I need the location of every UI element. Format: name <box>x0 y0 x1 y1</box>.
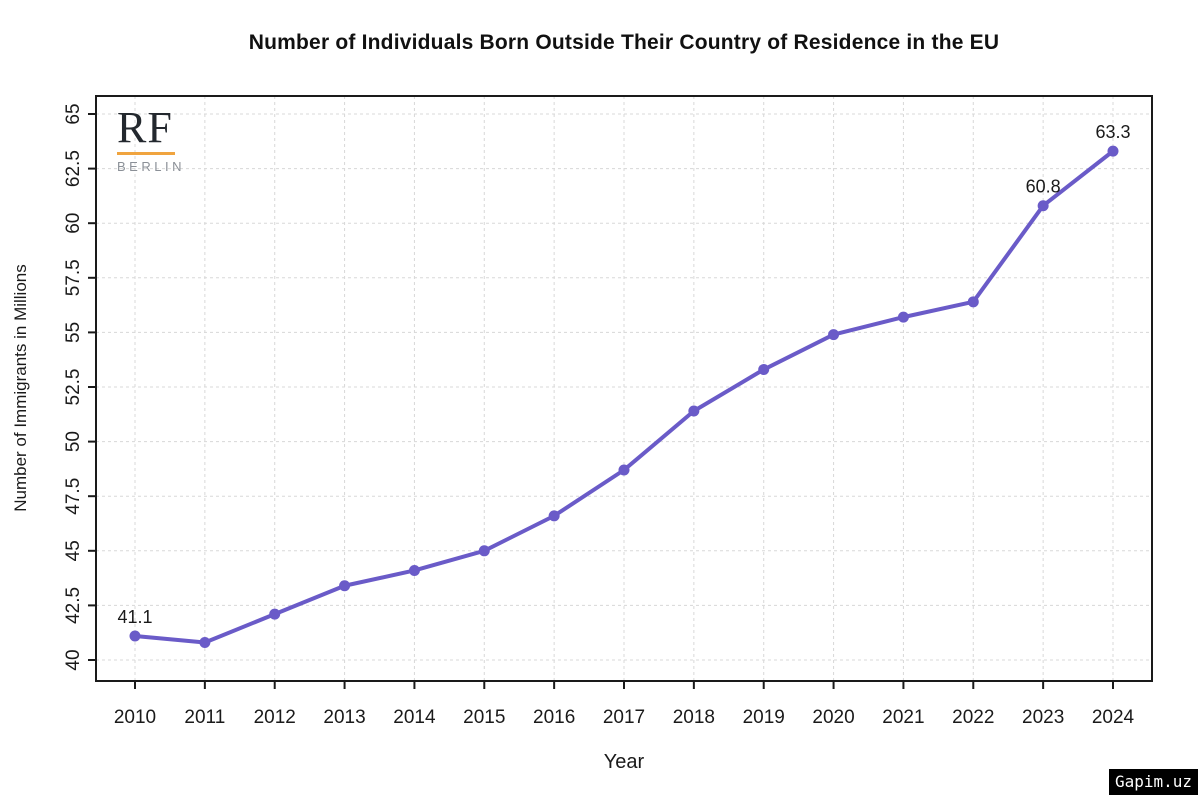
y-tick-label: 57.5 <box>63 259 84 296</box>
y-axis-title: Number of Immigrants in Millions <box>11 264 30 512</box>
y-tick-label: 47.5 <box>63 478 84 515</box>
x-tick-label: 2014 <box>393 707 436 728</box>
x-tick-label: 2013 <box>323 707 365 728</box>
point-labels: 41.1 60.8 63.3 <box>117 122 1130 627</box>
x-tick-label: 2011 <box>184 707 225 728</box>
data-point <box>618 464 630 476</box>
data-point <box>1037 200 1049 212</box>
watermark-badge: Gapim.uz <box>1109 769 1199 795</box>
y-tick-label: 55 <box>63 322 84 343</box>
logo-text: RF <box>117 103 173 152</box>
data-point <box>129 630 141 642</box>
data-point <box>339 580 351 592</box>
data-point <box>967 296 979 308</box>
x-tick-label: 2022 <box>952 707 994 728</box>
y-tick-label: 52.5 <box>63 369 84 406</box>
data-points <box>129 145 1119 649</box>
data-point <box>828 329 840 341</box>
data-point <box>408 564 420 576</box>
plot-border <box>95 95 1153 682</box>
x-tick-label: 2020 <box>812 707 854 728</box>
data-point <box>269 608 281 620</box>
y-axis: 40 42.5 45 47.5 50 52.5 55 57.5 60 62.5 65 <box>63 103 96 671</box>
x-tick-label: 2017 <box>603 707 645 728</box>
x-axis-title: Year <box>603 751 645 773</box>
x-tick-label: 2021 <box>882 707 924 728</box>
gridlines <box>96 96 1152 681</box>
y-tick-label: 65 <box>63 103 84 124</box>
data-point <box>478 545 490 557</box>
logo-underline <box>117 152 175 155</box>
chart-title: Number of Individuals Born Outside Their… <box>248 31 1000 54</box>
data-point <box>897 311 909 323</box>
y-tick-label: 42.5 <box>63 587 84 624</box>
data-point <box>1107 145 1119 157</box>
x-axis: 2010 2011 2012 2013 2014 2015 2016 2017 2018 2019… <box>114 681 1135 728</box>
point-value-label: 41.1 <box>117 607 152 627</box>
y-tick-label: 60 <box>63 213 84 234</box>
x-tick-label: 2010 <box>114 707 156 728</box>
x-tick-label: 2019 <box>743 707 785 728</box>
rf-berlin-logo: RF BERLIN <box>117 106 187 174</box>
x-tick-label: 2015 <box>463 707 505 728</box>
y-tick-label: 40 <box>63 649 84 670</box>
x-tick-label: 2024 <box>1092 707 1135 728</box>
x-tick-label: 2023 <box>1022 707 1064 728</box>
y-tick-label: 62.5 <box>63 150 84 187</box>
x-tick-label: 2016 <box>533 707 575 728</box>
plot-frame <box>95 95 1153 682</box>
point-value-label: 60.8 <box>1026 177 1061 197</box>
point-value-label: 63.3 <box>1095 122 1130 142</box>
x-tick-label: 2018 <box>673 707 715 728</box>
logo-subtext: BERLIN <box>117 159 185 174</box>
data-point <box>688 405 700 417</box>
data-point <box>199 637 211 649</box>
data-point <box>758 364 770 376</box>
data-point <box>548 510 560 522</box>
y-tick-label: 45 <box>63 540 84 561</box>
x-tick-label: 2012 <box>254 707 296 728</box>
y-tick-label: 50 <box>63 431 84 452</box>
